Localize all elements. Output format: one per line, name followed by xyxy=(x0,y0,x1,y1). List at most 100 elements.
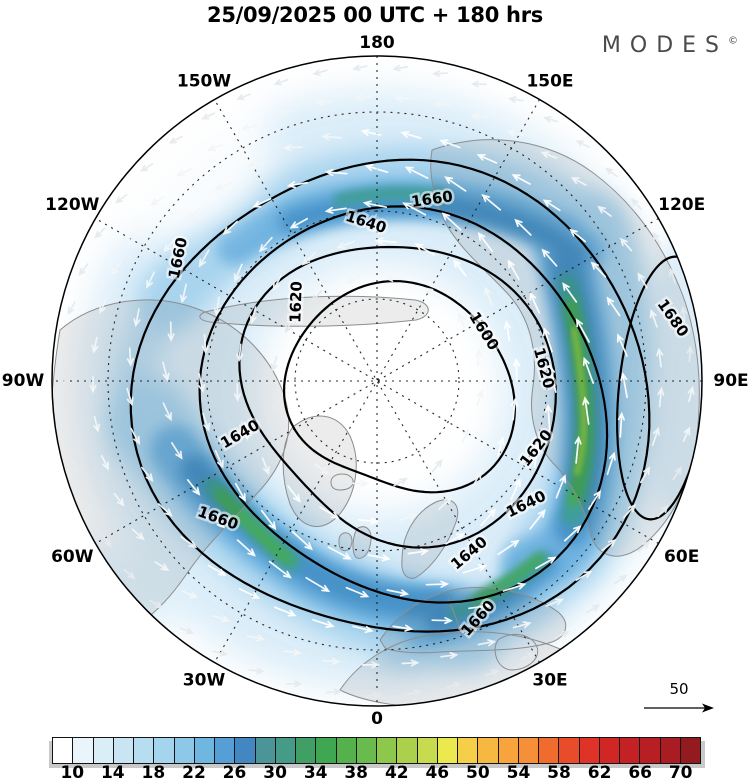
wind-arrow xyxy=(543,116,559,123)
wind-arrow xyxy=(258,236,273,253)
wind-arrow xyxy=(462,564,488,574)
height-contours xyxy=(129,158,702,633)
colorbar-cell xyxy=(477,738,498,763)
wind-arrow xyxy=(563,525,582,542)
wind-arrow xyxy=(63,420,70,436)
modes-logo: MODES© xyxy=(602,33,738,58)
wind-arrow xyxy=(575,140,590,148)
wind-arrow xyxy=(555,474,567,499)
wind-arrow xyxy=(613,574,628,585)
colorbar-cell xyxy=(153,738,174,763)
wind-arrow xyxy=(439,139,461,149)
wind-arrow xyxy=(99,298,107,315)
wind-arrow xyxy=(123,568,136,580)
colorbar-tick-label: 26 xyxy=(222,763,247,782)
wind-arrow xyxy=(358,517,380,525)
colorbar-cell xyxy=(173,738,194,763)
wind-arrow xyxy=(84,498,93,513)
height-contour xyxy=(283,280,516,494)
wind-arrow xyxy=(542,327,553,353)
wind-arrow xyxy=(291,530,313,551)
wind-arrow xyxy=(186,207,202,220)
longitude-label: 30E xyxy=(532,671,567,691)
wind-arrow xyxy=(59,380,67,396)
wind-arrow xyxy=(130,427,141,445)
wind-arrow xyxy=(222,220,239,236)
wind-arrow xyxy=(652,231,662,246)
colorbar-cell xyxy=(315,738,336,763)
wind-arrow xyxy=(289,217,309,229)
wind-arrow xyxy=(604,167,618,178)
wind-arrow xyxy=(179,283,188,304)
wind-arrow xyxy=(214,449,224,469)
wind-arrow xyxy=(273,78,289,86)
wind-arrow xyxy=(656,347,664,368)
wind-arrow xyxy=(657,386,665,408)
wind-arrow xyxy=(639,466,651,484)
longitude-label: 60W xyxy=(51,547,94,567)
wind-arrow xyxy=(238,588,261,599)
wind-arrow xyxy=(502,582,527,592)
wind-arrow xyxy=(212,649,229,657)
colorbar-tick-label: 70 xyxy=(668,763,693,782)
colorbar-cell xyxy=(214,738,235,763)
wind-arrow xyxy=(312,618,335,628)
colorbar-cell xyxy=(538,738,559,763)
colorbar-cell xyxy=(679,738,700,763)
wind-arrow xyxy=(207,564,227,576)
colorbar-cell xyxy=(376,738,397,763)
wind-arrow xyxy=(179,627,195,635)
wind-arrow xyxy=(305,576,331,593)
wind-arrow xyxy=(470,80,487,88)
colorbar-cell xyxy=(396,738,417,763)
wind-arrow xyxy=(514,218,532,236)
wind-arrow xyxy=(511,174,531,185)
wind-arrow xyxy=(582,356,595,384)
wind-arrow xyxy=(213,296,221,317)
wind-arrow xyxy=(445,533,466,545)
wind-arrow xyxy=(432,70,448,77)
wind-arrow xyxy=(162,402,172,422)
colorbar-cell xyxy=(295,738,316,763)
colorbar-cell xyxy=(416,738,437,763)
wind-arrow xyxy=(570,176,587,186)
wind-arrow xyxy=(91,336,99,354)
wind-arrow xyxy=(89,376,97,394)
wind-arrow xyxy=(616,333,628,358)
wind-arrow xyxy=(686,345,694,363)
wind-arrow xyxy=(682,426,691,442)
wind-arrow xyxy=(669,267,676,284)
wind-arrow xyxy=(399,513,418,522)
wind-arrow xyxy=(149,599,164,609)
wind-arrow xyxy=(272,396,280,413)
wind-arrow xyxy=(606,451,616,476)
wind-arrow xyxy=(512,357,521,382)
wind-arrow xyxy=(402,202,427,216)
colorbar-cell xyxy=(639,738,660,763)
wind-arrow xyxy=(301,252,316,266)
wind-arrow xyxy=(433,100,452,109)
wind-arrow xyxy=(507,259,520,280)
wind-arrow xyxy=(162,361,170,382)
wind-arrow xyxy=(319,506,340,519)
wind-arrow xyxy=(424,287,440,299)
wind-arrow xyxy=(198,373,206,394)
wind-arrow xyxy=(321,133,342,141)
wind-arrow xyxy=(181,590,199,599)
wind-arrow xyxy=(586,604,601,614)
wind-arrow xyxy=(617,411,625,438)
colorbar-tick-label: 66 xyxy=(628,763,653,782)
wind-arrow xyxy=(146,271,156,289)
wind-arrow xyxy=(101,534,112,548)
wind-arrow xyxy=(637,272,648,289)
colorbar-cell xyxy=(254,738,275,763)
colorbar-cell xyxy=(558,738,579,763)
wind-arrow xyxy=(61,340,68,356)
wind-arrow xyxy=(352,64,368,71)
wind-arrow xyxy=(180,536,198,549)
wind-arrow xyxy=(541,248,558,267)
wind-arrow xyxy=(327,546,352,560)
longitude-label: 30W xyxy=(183,671,226,691)
colorbar-cell xyxy=(92,738,113,763)
